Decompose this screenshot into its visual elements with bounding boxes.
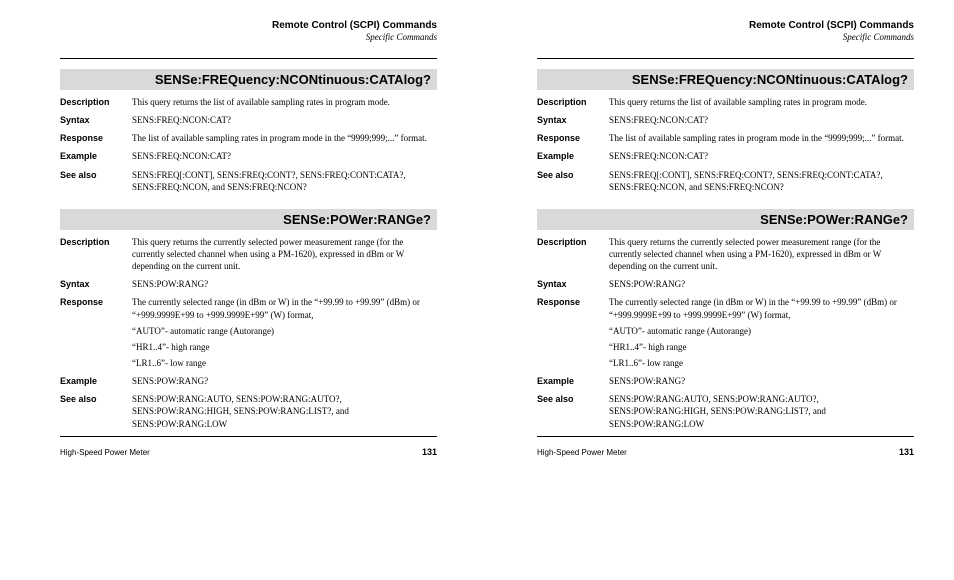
page-footer: High-Speed Power Meter 131	[537, 441, 914, 457]
row-value: The list of available sampling rates in …	[609, 132, 914, 144]
row-value: SENS:FREQ:NCON:CAT?	[132, 150, 437, 162]
section1-row-example: Example SENS:FREQ:NCON:CAT?	[537, 150, 914, 162]
row-value: This query returns the currently selecte…	[609, 236, 914, 272]
page-header: Remote Control (SCPI) Commands Specific …	[60, 20, 437, 42]
row-value: SENS:FREQ[:CONT], SENS:FREQ:CONT?, SENS:…	[609, 169, 914, 193]
section1-row-syntax: Syntax SENS:FREQ:NCON:CAT?	[537, 114, 914, 126]
section2-row-seealso: See also SENS:POW:RANG:AUTO, SENS:POW:RA…	[537, 393, 914, 429]
section2-row-response: Response The currently selected range (i…	[537, 296, 914, 369]
section2-row-description: Description This query returns the curre…	[60, 236, 437, 272]
page-left: Remote Control (SCPI) Commands Specific …	[0, 0, 477, 580]
header-rule	[537, 58, 914, 59]
header-title: Remote Control (SCPI) Commands	[537, 20, 914, 31]
row-value: SENS:POW:RANG:AUTO, SENS:POW:RANG:AUTO?,…	[132, 393, 437, 429]
row-value: SENS:FREQ[:CONT], SENS:FREQ:CONT?, SENS:…	[132, 169, 437, 193]
response-line: “LR1..6”- low range	[132, 357, 437, 369]
row-label: Example	[60, 375, 132, 387]
row-label: Syntax	[60, 114, 132, 126]
section2-row-syntax: Syntax SENS:POW:RANG?	[537, 278, 914, 290]
section1-row-response: Response The list of available sampling …	[60, 132, 437, 144]
section2-title: SENSe:POWer:RANGe?	[60, 209, 437, 230]
row-value: SENS:POW:RANG?	[132, 278, 437, 290]
row-value: SENS:FREQ:NCON:CAT?	[609, 150, 914, 162]
response-line: The currently selected range (in dBm or …	[609, 296, 914, 320]
row-value: The currently selected range (in dBm or …	[609, 296, 914, 369]
response-line: “AUTO”- automatic range (Autorange)	[609, 325, 914, 337]
row-label: See also	[60, 393, 132, 429]
row-value: This query returns the currently selecte…	[132, 236, 437, 272]
row-label: Description	[60, 236, 132, 272]
row-label: See also	[537, 393, 609, 429]
section1-row-syntax: Syntax SENS:FREQ:NCON:CAT?	[60, 114, 437, 126]
section2-row-example: Example SENS:POW:RANG?	[537, 375, 914, 387]
section2-row-example: Example SENS:POW:RANG?	[60, 375, 437, 387]
section2-row-seealso: See also SENS:POW:RANG:AUTO, SENS:POW:RA…	[60, 393, 437, 429]
section1-row-seealso: See also SENS:FREQ[:CONT], SENS:FREQ:CON…	[537, 169, 914, 193]
response-line: “LR1..6”- low range	[609, 357, 914, 369]
row-value: SENS:POW:RANG?	[609, 375, 914, 387]
row-value: The currently selected range (in dBm or …	[132, 296, 437, 369]
page-footer: High-Speed Power Meter 131	[60, 441, 437, 457]
section1-row-description: Description This query returns the list …	[537, 96, 914, 108]
section1-title: SENSe:FREQuency:NCONtinuous:CATAlog?	[537, 69, 914, 90]
footer-rule	[537, 436, 914, 437]
response-line: “HR1..4”- high range	[132, 341, 437, 353]
header-subtitle: Specific Commands	[60, 32, 437, 42]
section2-row-description: Description This query returns the curre…	[537, 236, 914, 272]
footer-page-number: 131	[422, 447, 437, 457]
section1-title: SENSe:FREQuency:NCONtinuous:CATAlog?	[60, 69, 437, 90]
row-label: Syntax	[60, 278, 132, 290]
section1-row-example: Example SENS:FREQ:NCON:CAT?	[60, 150, 437, 162]
row-label: Response	[537, 296, 609, 369]
section2-row-syntax: Syntax SENS:POW:RANG?	[60, 278, 437, 290]
row-value: SENS:FREQ:NCON:CAT?	[609, 114, 914, 126]
footer-left: High-Speed Power Meter	[537, 448, 627, 457]
row-value: SENS:POW:RANG:AUTO, SENS:POW:RANG:AUTO?,…	[609, 393, 914, 429]
response-line: The currently selected range (in dBm or …	[132, 296, 437, 320]
row-value: This query returns the list of available…	[609, 96, 914, 108]
section1-row-seealso: See also SENS:FREQ[:CONT], SENS:FREQ:CON…	[60, 169, 437, 193]
page-right: Remote Control (SCPI) Commands Specific …	[477, 0, 954, 580]
row-label: Syntax	[537, 114, 609, 126]
row-value: SENS:FREQ:NCON:CAT?	[132, 114, 437, 126]
section2-title: SENSe:POWer:RANGe?	[537, 209, 914, 230]
header-rule	[60, 58, 437, 59]
header-subtitle: Specific Commands	[537, 32, 914, 42]
footer-page-number: 131	[899, 447, 914, 457]
footer-block: High-Speed Power Meter 131	[537, 436, 914, 457]
header-title: Remote Control (SCPI) Commands	[60, 20, 437, 31]
row-value: The list of available sampling rates in …	[132, 132, 437, 144]
footer-block: High-Speed Power Meter 131	[60, 436, 437, 457]
row-label: Description	[537, 96, 609, 108]
row-label: Response	[60, 132, 132, 144]
footer-left: High-Speed Power Meter	[60, 448, 150, 457]
row-label: Description	[60, 96, 132, 108]
row-label: Response	[537, 132, 609, 144]
row-label: Syntax	[537, 278, 609, 290]
row-label: See also	[60, 169, 132, 193]
row-label: Example	[60, 150, 132, 162]
row-label: Response	[60, 296, 132, 369]
row-value: SENS:POW:RANG?	[609, 278, 914, 290]
page-header: Remote Control (SCPI) Commands Specific …	[537, 20, 914, 42]
footer-rule	[60, 436, 437, 437]
row-value: This query returns the list of available…	[132, 96, 437, 108]
row-label: See also	[537, 169, 609, 193]
response-line: “AUTO”- automatic range (Autorange)	[132, 325, 437, 337]
row-label: Example	[537, 375, 609, 387]
section2-row-response: Response The currently selected range (i…	[60, 296, 437, 369]
section1-row-response: Response The list of available sampling …	[537, 132, 914, 144]
row-value: SENS:POW:RANG?	[132, 375, 437, 387]
response-line: “HR1..4”- high range	[609, 341, 914, 353]
section1-row-description: Description This query returns the list …	[60, 96, 437, 108]
row-label: Example	[537, 150, 609, 162]
row-label: Description	[537, 236, 609, 272]
